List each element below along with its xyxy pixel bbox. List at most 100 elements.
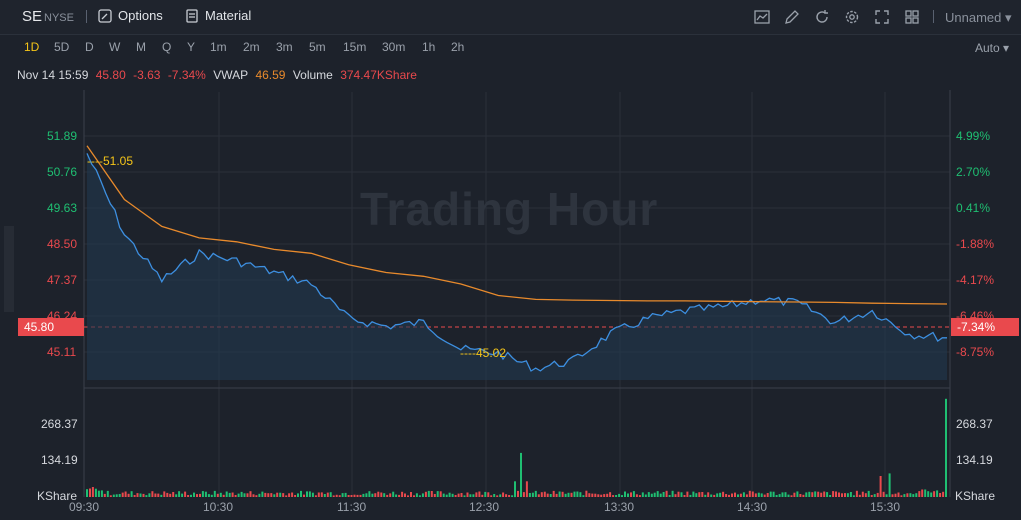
material-button[interactable]: Material: [185, 8, 251, 23]
period-5d[interactable]: 5D: [54, 40, 70, 54]
volume-bar: [207, 494, 210, 497]
volume-bar: [552, 490, 555, 497]
volume-bar: [591, 493, 594, 497]
refresh-icon[interactable]: [813, 8, 831, 26]
volume-bar: [796, 491, 799, 497]
high-marker: ----51.05: [87, 154, 134, 168]
period-3m[interactable]: 3m: [276, 40, 293, 54]
volume-bar: [680, 492, 683, 497]
volume-bar: [285, 495, 288, 497]
volume-bar: [332, 495, 335, 497]
volume-bar: [139, 493, 142, 497]
volume-bar: [308, 491, 311, 497]
volume-bar: [413, 495, 415, 497]
top-toolbar: SE NYSE Options Material Unnamed ▾: [0, 0, 1021, 35]
volume-bar: [291, 492, 294, 497]
layout-name-dropdown[interactable]: Unnamed ▾: [945, 10, 1012, 26]
volume-bar: [858, 494, 861, 497]
period-15m[interactable]: 15m: [343, 40, 367, 54]
period-q[interactable]: Q: [162, 40, 172, 54]
volume-bar: [237, 493, 240, 497]
volume-bar: [196, 494, 198, 497]
volume-bar: [514, 481, 516, 498]
volume-bar: [528, 493, 531, 497]
volume-bar: [838, 492, 840, 497]
layout-grid-icon[interactable]: [903, 8, 921, 26]
symbol[interactable]: SE: [22, 8, 43, 25]
volume-bar: [288, 493, 291, 497]
volume-bar: [751, 491, 754, 497]
current-pct-tag: -7.34%: [951, 318, 1019, 336]
volume-bar: [778, 494, 781, 497]
volume-bar: [760, 493, 763, 497]
volume-bar: [882, 491, 885, 497]
price-tick-right: -8.75%: [956, 345, 995, 359]
volume-bar: [335, 494, 338, 497]
period-y[interactable]: Y: [187, 40, 196, 54]
draw-icon[interactable]: [783, 8, 801, 26]
volume-bar: [873, 494, 876, 497]
volume-bar: [353, 494, 356, 497]
volume-bar: [731, 493, 733, 497]
volume-bar: [549, 494, 552, 497]
volume-bar: [537, 494, 540, 497]
period-2m[interactable]: 2m: [243, 40, 260, 54]
volume-bar: [671, 490, 674, 497]
quote-info: Nov 14 15:59 45.80 -3.63 -7.34% VWAP 46.…: [17, 68, 421, 82]
period-1m[interactable]: 1m: [210, 40, 227, 54]
volume-bar: [445, 494, 448, 497]
period-2h[interactable]: 2h: [451, 40, 465, 54]
volume-bar: [677, 491, 680, 497]
period-30m[interactable]: 30m: [382, 40, 406, 54]
volume-bar: [374, 493, 377, 497]
volume-bar: [163, 491, 166, 497]
settings-icon[interactable]: [843, 8, 861, 26]
period-m[interactable]: M: [136, 40, 146, 54]
current-price-tag: 45.80: [18, 318, 84, 336]
volume-bar: [338, 495, 341, 497]
volume-bar: [166, 492, 169, 497]
volume-bar: [653, 492, 656, 497]
volume-bar: [662, 492, 665, 497]
volume-bar: [689, 494, 692, 497]
volume-bar: [683, 495, 686, 497]
volume-bar: [267, 493, 270, 497]
scale-mode-dropdown[interactable]: Auto ▾: [975, 41, 1009, 55]
volume-label: Volume: [292, 68, 333, 82]
volume-bar: [757, 492, 760, 497]
period-5m[interactable]: 5m: [309, 40, 326, 54]
volume-bar: [204, 491, 207, 497]
volume-bar: [424, 491, 427, 497]
period-w[interactable]: W: [109, 40, 121, 54]
volume-bar: [157, 493, 160, 497]
volume-bar: [300, 490, 302, 497]
volume-bar: [469, 494, 472, 497]
volume-bar: [522, 492, 525, 497]
chevron-down-icon: ▾: [1005, 10, 1012, 25]
volume-bar: [710, 494, 713, 497]
fullscreen-icon[interactable]: [873, 8, 891, 26]
volume-bar: [707, 492, 710, 497]
period-d[interactable]: D: [85, 40, 94, 54]
divider: [86, 10, 87, 23]
options-icon: [98, 8, 112, 23]
volume-bar: [172, 492, 175, 497]
volume-bar: [160, 494, 163, 497]
volume-bar: [784, 492, 787, 497]
volume-bar: [377, 491, 380, 497]
volume-bar: [763, 494, 766, 497]
volume-bar: [618, 493, 621, 497]
options-button[interactable]: Options: [98, 8, 163, 23]
period-1d[interactable]: 1D: [24, 40, 40, 54]
volume-bar: [641, 492, 644, 497]
volume-bar: [606, 493, 609, 497]
volume-bar: [855, 490, 858, 497]
volume-bar: [939, 493, 942, 497]
volume-bar: [365, 493, 368, 497]
volume-bar: [380, 492, 383, 497]
chart-icon[interactable]: [753, 8, 771, 26]
period-1h[interactable]: 1h: [422, 40, 436, 54]
options-label: Options: [118, 8, 163, 23]
side-panel-handle[interactable]: [4, 226, 14, 312]
